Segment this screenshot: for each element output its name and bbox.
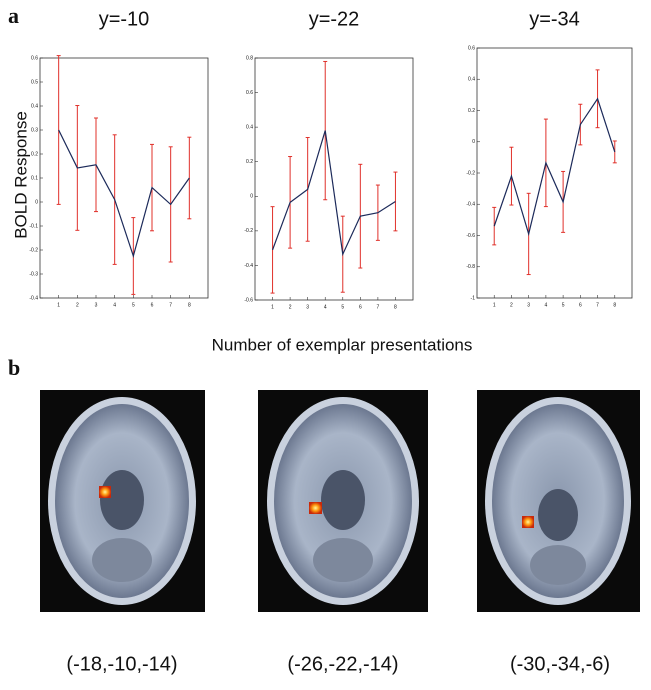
y-tick-label: -0.8 bbox=[466, 264, 475, 270]
x-tick-label: 3 bbox=[527, 302, 530, 308]
x-tick-label: 8 bbox=[188, 302, 191, 308]
x-tick-label: 6 bbox=[151, 302, 154, 308]
y-tick-label: 0.4 bbox=[31, 103, 38, 109]
x-tick-label: 8 bbox=[394, 304, 397, 310]
y-axis-label: BOLD Response bbox=[11, 111, 30, 239]
brain-image bbox=[477, 390, 640, 612]
data-line bbox=[493, 97, 616, 237]
x-tick-label: 4 bbox=[544, 302, 547, 308]
plot-frame bbox=[39, 57, 209, 299]
x-tick-label: 6 bbox=[579, 302, 582, 308]
data-line bbox=[58, 129, 190, 259]
panel-label: a bbox=[8, 3, 19, 28]
y-tick-label: -0.2 bbox=[466, 170, 475, 176]
x-tick-label: 2 bbox=[76, 302, 79, 308]
y-tick-label: -0.4 bbox=[244, 263, 253, 269]
y-tick-label: -1 bbox=[471, 295, 476, 301]
x-tick-label: 5 bbox=[562, 302, 565, 308]
y-tick-label: 0.6 bbox=[246, 90, 253, 96]
x-tick-label: 1 bbox=[271, 304, 274, 310]
data-line bbox=[271, 130, 396, 257]
x-tick-label: 7 bbox=[169, 302, 172, 308]
coordinate-caption: (-18,-10,-14) bbox=[66, 653, 177, 675]
y-tick-label: 0.6 bbox=[31, 55, 38, 61]
x-tick-label: 1 bbox=[493, 302, 496, 308]
coordinate-caption: (-26,-22,-14) bbox=[287, 653, 398, 675]
y-tick-label: 0.6 bbox=[468, 45, 475, 51]
y-tick-label: 0.3 bbox=[31, 127, 38, 133]
y-tick-label: 0 bbox=[35, 199, 38, 205]
brain-image bbox=[40, 390, 205, 612]
y-tick-label: 0.5 bbox=[31, 79, 38, 85]
y-tick-label: 0.8 bbox=[246, 55, 253, 61]
x-tick-label: 3 bbox=[306, 304, 309, 310]
x-tick-label: 4 bbox=[324, 304, 327, 310]
y-tick-label: -0.4 bbox=[29, 295, 38, 301]
chart-title: y=-22 bbox=[309, 8, 360, 30]
chart-title: y=-34 bbox=[529, 8, 580, 30]
y-tick-label: 0 bbox=[250, 194, 253, 200]
brain-image bbox=[258, 390, 428, 612]
x-tick-label: 2 bbox=[510, 302, 513, 308]
x-axis-label: Number of exemplar presentations bbox=[212, 335, 473, 354]
x-tick-label: 6 bbox=[359, 304, 362, 310]
chart-title: y=-10 bbox=[99, 8, 150, 30]
y-tick-label: 0 bbox=[472, 139, 475, 145]
x-tick-label: 7 bbox=[596, 302, 599, 308]
x-tick-label: 5 bbox=[341, 304, 344, 310]
y-tick-label: 0.4 bbox=[246, 124, 253, 130]
coordinate-caption: (-30,-34,-6) bbox=[510, 653, 610, 675]
y-tick-label: -0.3 bbox=[29, 271, 38, 277]
y-tick-label: 0.2 bbox=[468, 108, 475, 114]
x-tick-label: 3 bbox=[95, 302, 98, 308]
plot-frame bbox=[254, 57, 414, 301]
y-tick-label: -0.2 bbox=[29, 247, 38, 253]
y-tick-label: -0.6 bbox=[466, 233, 475, 239]
y-tick-label: 0.2 bbox=[31, 151, 38, 157]
y-tick-label: 0.1 bbox=[31, 175, 38, 181]
x-tick-label: 8 bbox=[613, 302, 616, 308]
panel-label: b bbox=[8, 355, 20, 380]
y-tick-label: -0.1 bbox=[29, 223, 38, 229]
y-tick-label: 0.2 bbox=[246, 159, 253, 165]
y-tick-label: 0.4 bbox=[468, 77, 475, 83]
x-tick-label: 4 bbox=[113, 302, 116, 308]
y-tick-label: -0.4 bbox=[466, 202, 475, 208]
x-tick-label: 7 bbox=[376, 304, 379, 310]
x-tick-label: 1 bbox=[57, 302, 60, 308]
y-tick-label: -0.6 bbox=[244, 297, 253, 303]
plot-frame bbox=[476, 47, 633, 299]
y-tick-label: -0.2 bbox=[244, 228, 253, 234]
x-tick-label: 2 bbox=[289, 304, 292, 310]
x-tick-label: 5 bbox=[132, 302, 135, 308]
